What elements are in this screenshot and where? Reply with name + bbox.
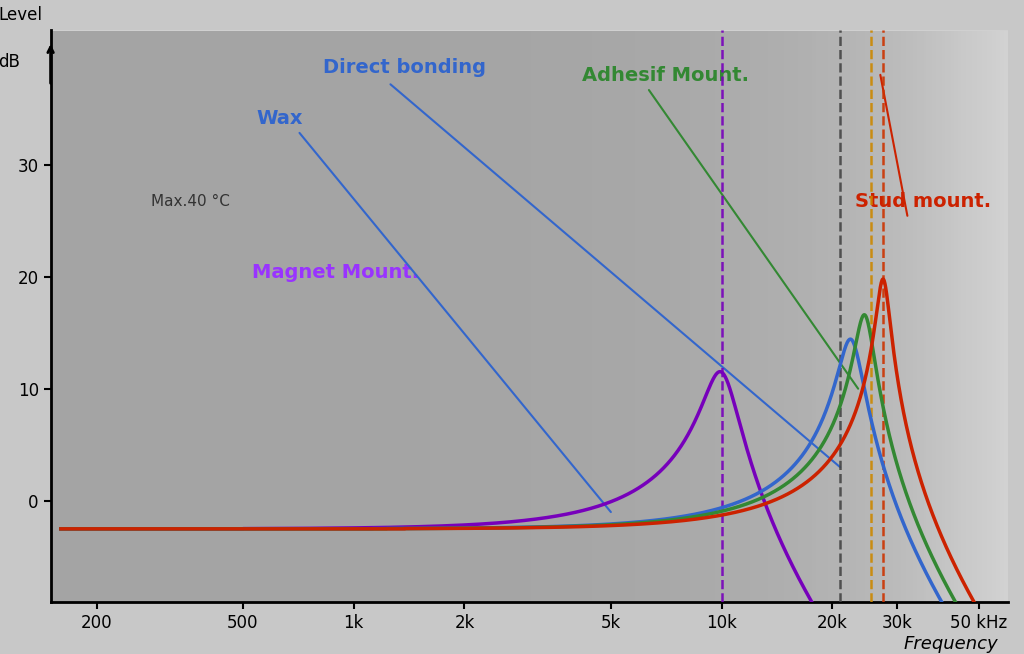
Text: Stud mount.: Stud mount. bbox=[855, 192, 991, 211]
Text: Magnet Mount.: Magnet Mount. bbox=[252, 264, 419, 283]
Text: dB: dB bbox=[0, 53, 19, 71]
Text: Max.40 °C: Max.40 °C bbox=[152, 194, 230, 209]
Text: Adhesif Mount.: Adhesif Mount. bbox=[582, 66, 749, 85]
Text: Level: Level bbox=[0, 7, 42, 24]
Text: Direct bonding: Direct bonding bbox=[324, 58, 486, 77]
Text: Frequency: Frequency bbox=[904, 635, 998, 653]
Text: Wax: Wax bbox=[256, 109, 303, 128]
